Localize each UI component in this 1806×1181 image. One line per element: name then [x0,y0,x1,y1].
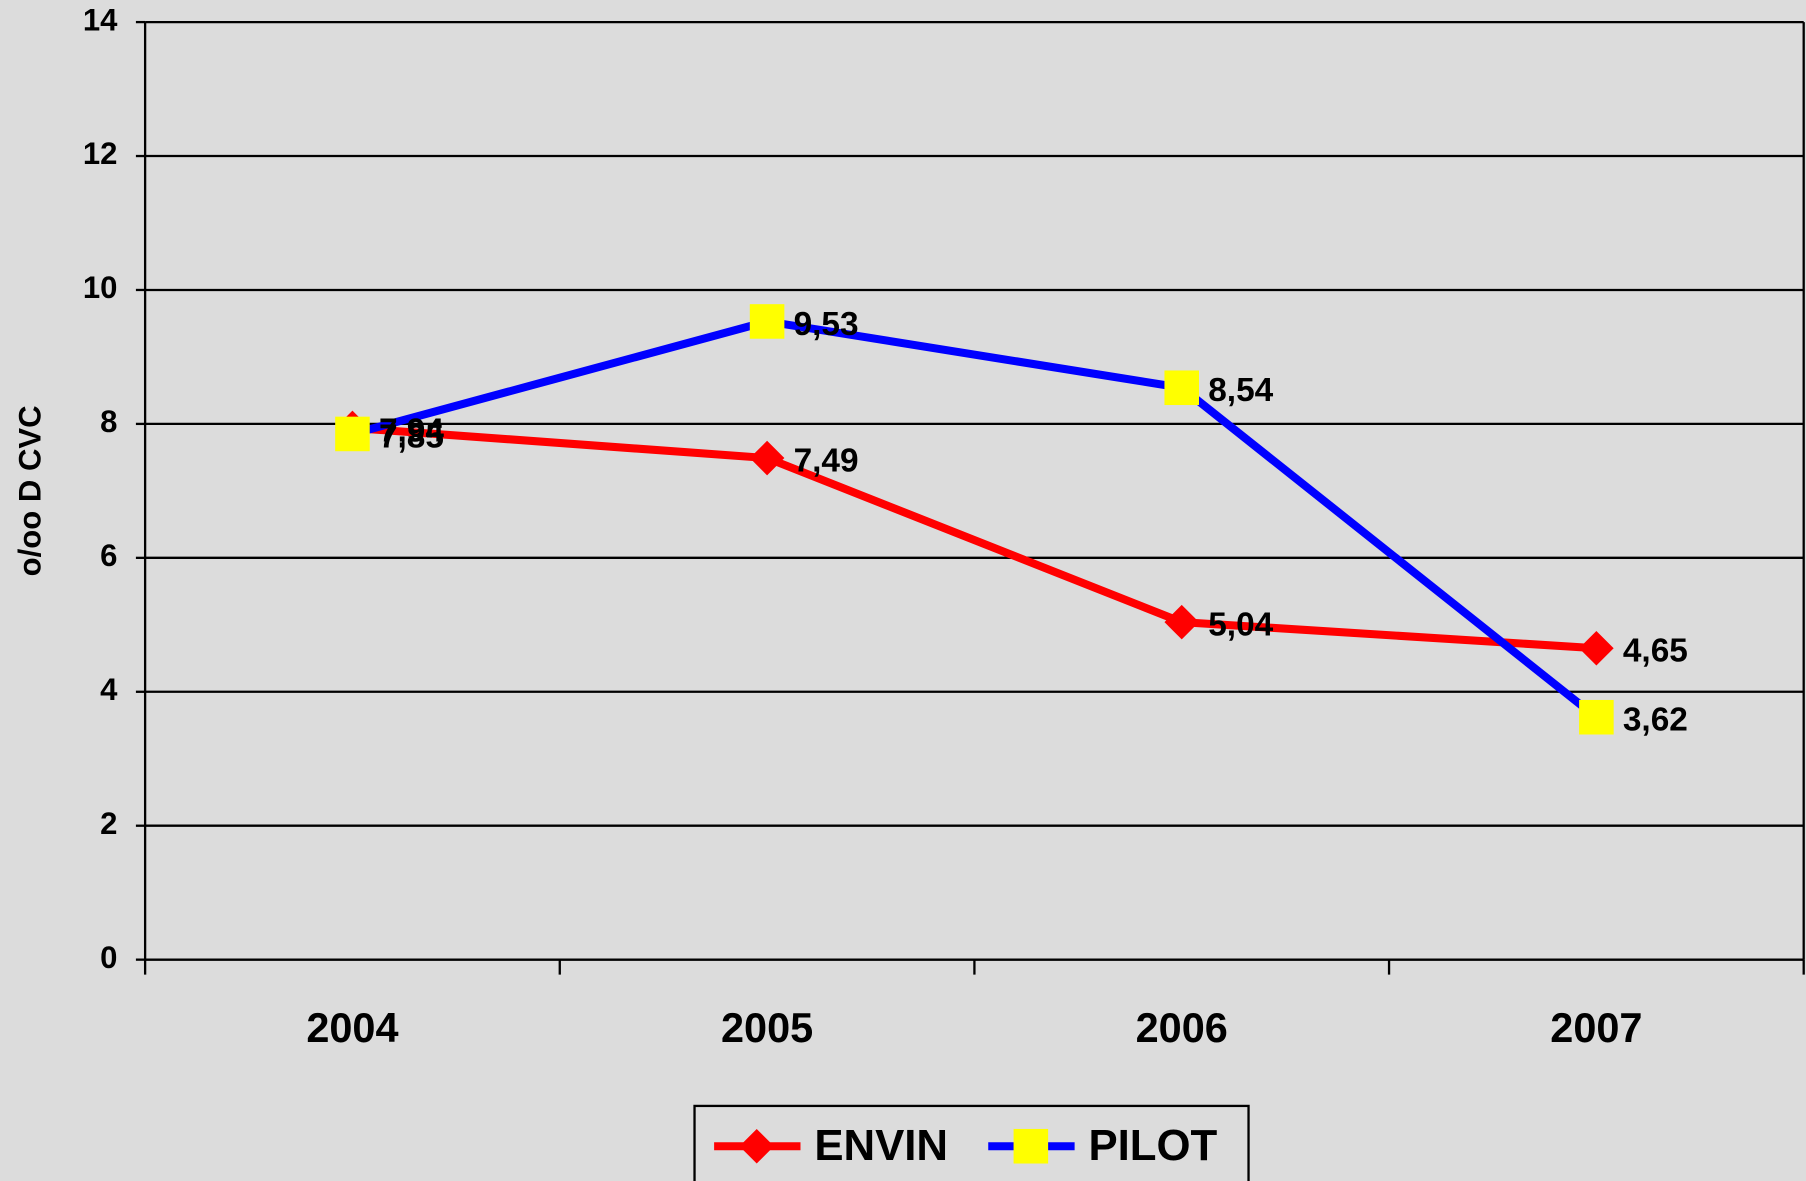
y-tick-label: 6 [100,538,117,573]
y-tick-label: 2 [100,806,117,841]
data-label: 4,65 [1623,633,1688,670]
legend-label: ENVIN [814,1121,948,1170]
data-point [1579,699,1614,735]
series-line [351,317,1599,721]
y-axis-label: o/oo D CVC [12,405,47,576]
legend-marker [739,1128,774,1164]
legend: ENVIN PILOT [693,1104,1250,1181]
data-label: 7,94 [379,412,444,449]
series-line [352,423,1597,653]
y-tick-label: 4 [100,672,118,707]
legend-marker [1013,1128,1049,1164]
x-tick-label: 2004 [306,1004,398,1051]
legend-label: PILOT [1088,1121,1217,1170]
data-point [1579,630,1614,666]
data-label: 7,85 [379,418,444,455]
data-label: 9,53 [794,306,859,343]
y-tick-label: 14 [83,2,118,37]
y-tick-label: 8 [100,404,117,439]
x-tick-label: 2006 [1136,1004,1228,1051]
data-point [749,440,785,476]
data-label: 7,49 [794,442,859,479]
data-label: 8,54 [1208,372,1273,409]
y-tick-label: 10 [83,270,118,305]
data-label: 3,62 [1623,702,1688,739]
data-point [1164,370,1200,406]
data-point [749,304,785,339]
y-tick-label: 0 [100,940,117,975]
data-point [335,416,370,452]
y-tick-label: 12 [83,136,118,171]
x-tick-label: 2005 [721,1004,813,1051]
x-tick-label: 2007 [1550,1004,1642,1051]
data-label: 5,04 [1208,607,1273,644]
